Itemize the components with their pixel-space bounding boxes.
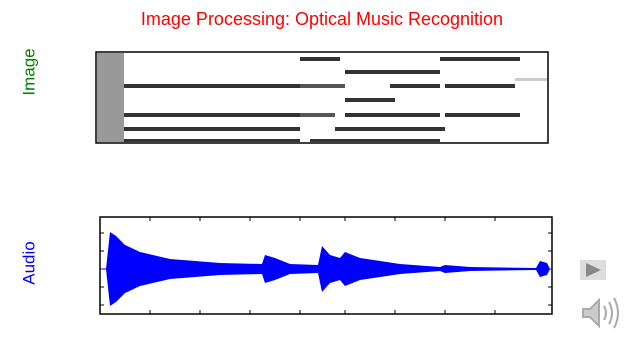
slide: Image Processing: Optical Music Recognit… [0, 0, 635, 338]
slide-title: Image Processing: Optical Music Recognit… [141, 9, 503, 29]
play-button[interactable] [580, 260, 606, 280]
audio-label: Audio [19, 241, 38, 284]
audio-waveform [100, 217, 552, 314]
speaker-icon[interactable] [583, 298, 618, 328]
score-image [96, 52, 548, 143]
image-label: Image [19, 48, 38, 95]
